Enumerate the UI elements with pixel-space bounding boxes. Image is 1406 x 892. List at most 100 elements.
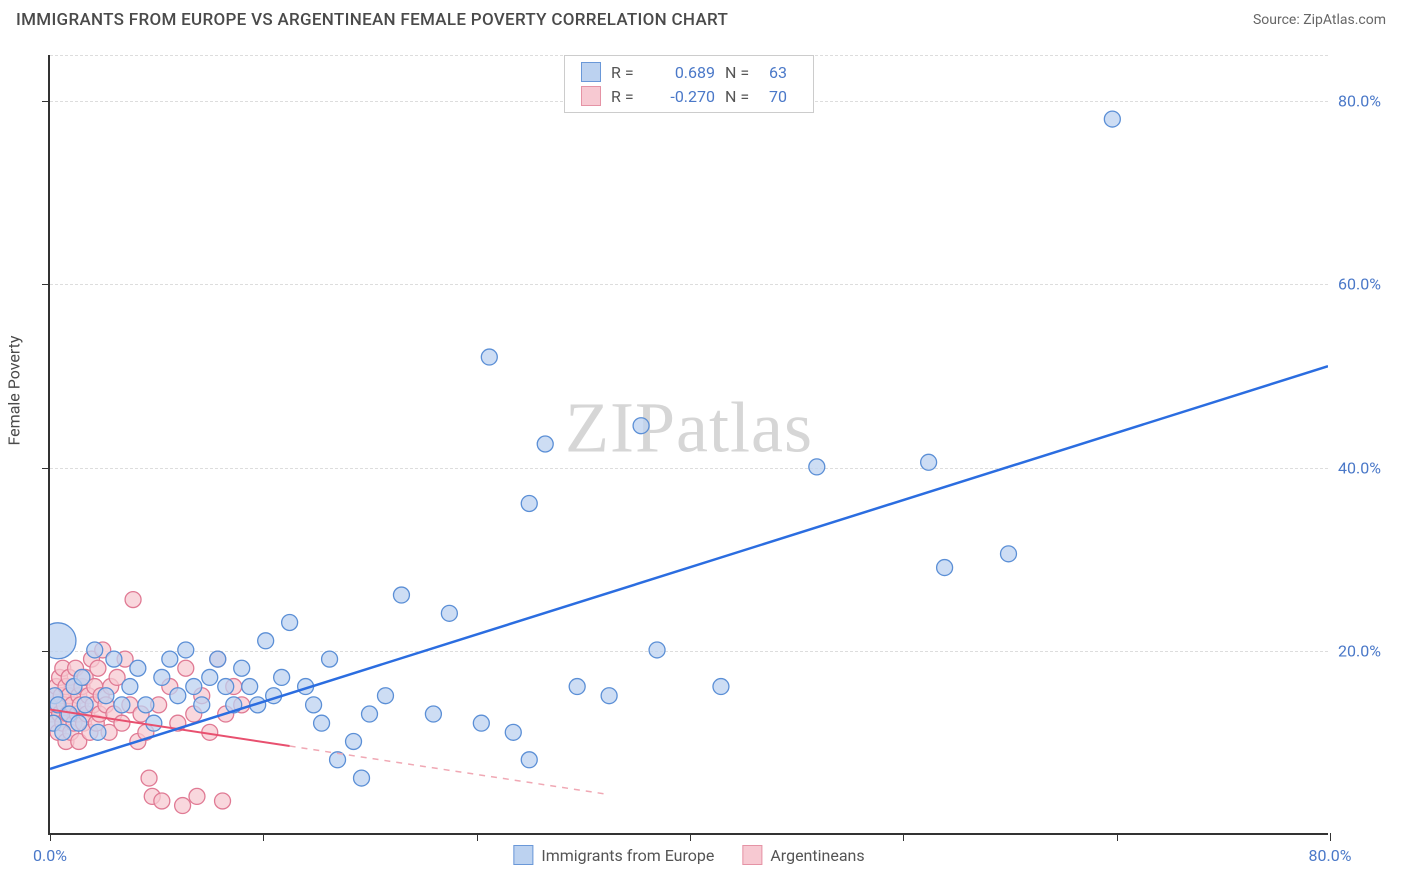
europe-point: [114, 697, 130, 713]
trend-line: [290, 746, 610, 795]
europe-point: [55, 724, 71, 740]
argentinean-point: [141, 770, 157, 786]
europe-point: [346, 733, 362, 749]
x-tick-mark: [50, 833, 51, 841]
legend-swatch-blue: [581, 62, 601, 82]
y-tick-mark: [42, 651, 50, 652]
title-bar: IMMIGRANTS FROM EUROPE VS ARGENTINEAN FE…: [0, 0, 1406, 38]
europe-point: [210, 651, 226, 667]
europe-point: [521, 496, 537, 512]
argentinean-point: [114, 715, 130, 731]
chart-plot-area: ZIPatlas R = 0.689 N = 63 R = -0.270 N =…: [48, 55, 1328, 835]
y-tick-label: 80.0%: [1338, 91, 1403, 110]
europe-point: [194, 697, 210, 713]
argentinean-point: [154, 793, 170, 809]
legend-swatch-pink: [742, 845, 762, 865]
legend-label: Immigrants from Europe: [541, 846, 714, 865]
europe-point: [521, 752, 537, 768]
x-tick-mark: [263, 833, 264, 841]
series-legend: Immigrants from Europe Argentineans: [513, 845, 864, 865]
europe-point: [354, 770, 370, 786]
legend-swatch-pink: [581, 86, 601, 106]
europe-point: [1104, 111, 1120, 127]
n-label: N =: [725, 87, 759, 106]
y-tick-label: 20.0%: [1338, 642, 1403, 661]
europe-point: [314, 715, 330, 731]
legend-item-argentinean: Argentineans: [742, 845, 864, 865]
europe-point: [601, 688, 617, 704]
correlation-legend: R = 0.689 N = 63 R = -0.270 N = 70: [564, 55, 814, 113]
x-tick-mark: [477, 833, 478, 841]
europe-point: [330, 752, 346, 768]
europe-point: [122, 679, 138, 695]
europe-point: [170, 688, 186, 704]
y-tick-mark: [42, 101, 50, 102]
argentinean-point: [178, 660, 194, 676]
x-tick-mark: [903, 833, 904, 841]
europe-point: [186, 679, 202, 695]
europe-point: [537, 436, 553, 452]
y-tick-label: 60.0%: [1338, 275, 1403, 294]
r-label: R =: [611, 63, 645, 82]
y-axis-label: Female Poverty: [5, 336, 24, 446]
europe-point: [130, 660, 146, 676]
x-tick-mark: [1330, 833, 1331, 841]
trend-line: [50, 366, 1328, 769]
europe-point: [87, 642, 103, 658]
europe-point: [106, 651, 122, 667]
legend-row-pink: R = -0.270 N = 70: [581, 84, 797, 108]
x-tick-label: 0.0%: [33, 846, 67, 865]
scatter-svg: [50, 55, 1328, 833]
europe-point: [77, 697, 93, 713]
europe-point: [258, 633, 274, 649]
legend-row-blue: R = 0.689 N = 63: [581, 60, 797, 84]
europe-point: [98, 688, 114, 704]
europe-point: [274, 669, 290, 685]
argentinean-point: [90, 660, 106, 676]
europe-point: [809, 459, 825, 475]
y-tick-mark: [42, 468, 50, 469]
europe-point: [242, 679, 258, 695]
europe-point: [162, 651, 178, 667]
x-tick-label: 80.0%: [1309, 846, 1352, 865]
legend-item-europe: Immigrants from Europe: [513, 845, 714, 865]
europe-point: [306, 697, 322, 713]
europe-point: [921, 454, 937, 470]
europe-point: [50, 623, 76, 659]
europe-point: [71, 715, 87, 731]
x-tick-mark: [1117, 833, 1118, 841]
y-tick-mark: [42, 284, 50, 285]
europe-point: [481, 349, 497, 365]
europe-point: [218, 679, 234, 695]
europe-point: [322, 651, 338, 667]
europe-point: [633, 418, 649, 434]
europe-point: [425, 706, 441, 722]
r-value: 0.689: [655, 63, 715, 82]
r-label: R =: [611, 87, 645, 106]
argentinean-point: [189, 788, 205, 804]
europe-point: [713, 679, 729, 695]
y-tick-label: 40.0%: [1338, 458, 1403, 477]
europe-point: [362, 706, 378, 722]
europe-point: [202, 669, 218, 685]
europe-point: [441, 605, 457, 621]
source-attribution: Source: ZipAtlas.com: [1253, 12, 1386, 28]
n-label: N =: [725, 63, 759, 82]
chart-title: IMMIGRANTS FROM EUROPE VS ARGENTINEAN FE…: [16, 10, 728, 30]
legend-label: Argentineans: [770, 846, 864, 865]
europe-point: [649, 642, 665, 658]
europe-point: [234, 660, 250, 676]
legend-swatch-blue: [513, 845, 533, 865]
europe-point: [937, 560, 953, 576]
europe-point: [569, 679, 585, 695]
europe-point: [393, 587, 409, 603]
r-value: -0.270: [655, 87, 715, 106]
x-tick-mark: [690, 833, 691, 841]
europe-point: [505, 724, 521, 740]
europe-point: [90, 724, 106, 740]
europe-point: [178, 642, 194, 658]
europe-point: [1001, 546, 1017, 562]
europe-point: [282, 615, 298, 631]
n-value: 70: [769, 87, 797, 106]
n-value: 63: [769, 63, 797, 82]
